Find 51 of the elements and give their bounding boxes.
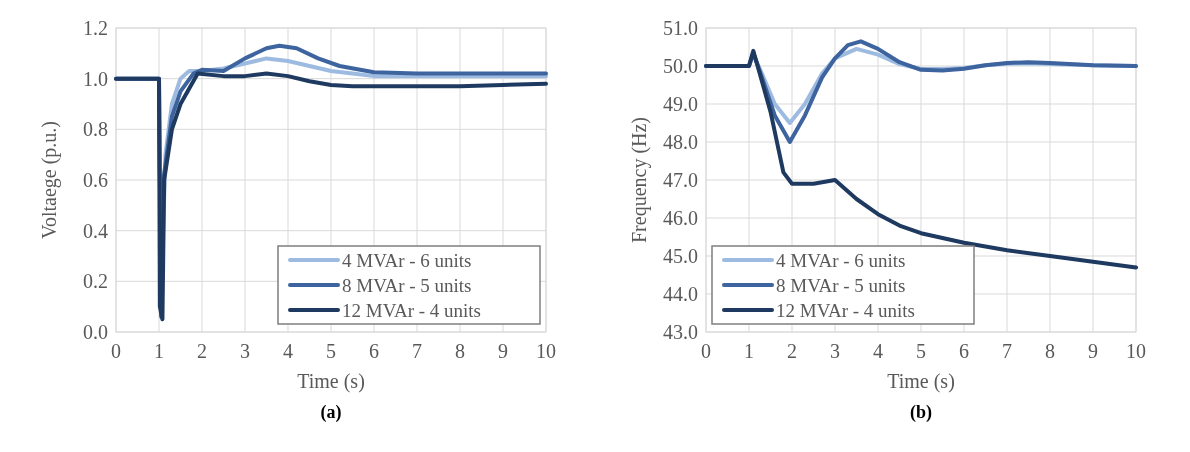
- y-tick-label: 46.0: [663, 207, 698, 229]
- x-tick-label: 0: [111, 340, 121, 362]
- y-tick-label: 0.2: [83, 270, 108, 293]
- x-tick-label: 5: [326, 340, 336, 362]
- x-tick-label: 1: [744, 340, 754, 362]
- y-tick-label: 49.0: [663, 93, 698, 115]
- x-tick-label: 9: [1088, 340, 1098, 362]
- x-tick-label: 6: [369, 340, 379, 362]
- y-tick-label: 1.2: [83, 17, 108, 39]
- x-tick-label: 2: [787, 340, 797, 362]
- x-tick-label: 2: [197, 340, 207, 362]
- x-tick-label: 4: [283, 340, 293, 362]
- legend-label: 4 MVAr - 6 units: [776, 250, 906, 271]
- y-tick-label: 43.0: [663, 321, 698, 343]
- y-tick-label: 44.0: [663, 283, 698, 305]
- legend-label: 12 MVAr - 4 units: [776, 300, 915, 321]
- legend-label: 4 MVAr - 6 units: [342, 250, 472, 271]
- text: (a): [320, 402, 342, 423]
- x-tick-label: 10: [536, 340, 556, 362]
- x-tick-label: 5: [916, 340, 926, 362]
- x-tick-label: 4: [873, 340, 883, 362]
- line-series: [704, 48, 1138, 270]
- x-tick-label: 3: [240, 340, 250, 362]
- x-tick-label: 6: [959, 340, 969, 362]
- x-axis-title: Time (s): [887, 370, 955, 393]
- y-tick-label: 0.0: [83, 321, 108, 343]
- y-tick-label: 1.0: [83, 67, 108, 90]
- x-tick-label: 1: [154, 340, 164, 362]
- x-tick-label: 9: [498, 340, 508, 362]
- x-axis-title: Time (s): [297, 370, 365, 393]
- legend-label: 8 MVAr - 5 units: [776, 275, 906, 296]
- y-axis-title: Frequency (Hz): [628, 116, 651, 244]
- y-tick-label: 0.4: [83, 219, 108, 242]
- x-tick-label: 8: [1045, 340, 1055, 362]
- y-tick-label: 48.0: [663, 131, 698, 153]
- x-tick-label: 10: [1126, 340, 1146, 362]
- x-tick-label: 7: [412, 340, 422, 362]
- y-tick-label: 0.8: [83, 118, 108, 141]
- legend-label: 12 MVAr - 4 units: [342, 300, 481, 321]
- y-tick-label: 0.6: [83, 169, 108, 191]
- y-tick-label: 45.0: [663, 245, 698, 267]
- y-axis-title: Voltaege (p.u.): [38, 121, 61, 239]
- x-tick-label: 7: [1002, 340, 1012, 362]
- x-tick-label: 0: [701, 340, 711, 362]
- y-tick-label: 50.0: [663, 55, 698, 77]
- x-tick-label: 8: [455, 340, 465, 362]
- y-tick-label: 47.0: [663, 169, 698, 191]
- y-tick-label: 51.0: [663, 17, 698, 39]
- x-tick-label: 3: [830, 340, 840, 362]
- legend-label: 8 MVAr - 5 units: [342, 275, 472, 296]
- text: (b): [910, 402, 932, 423]
